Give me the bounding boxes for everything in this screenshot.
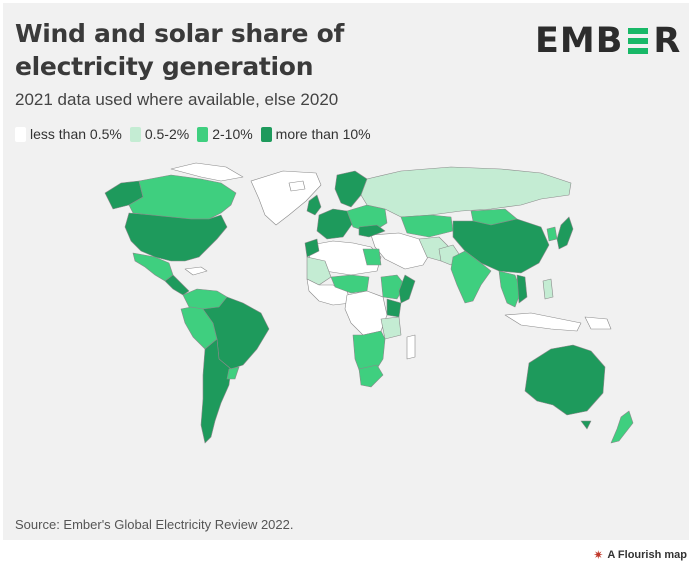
region-morocco[interactable] bbox=[304, 238, 320, 258]
legend-label: 0.5-2% bbox=[144, 126, 190, 142]
region-png[interactable] bbox=[584, 316, 612, 330]
flourish-logo-icon: ✷ bbox=[593, 548, 604, 562]
region-philippines[interactable] bbox=[542, 278, 554, 300]
legend-swatch bbox=[15, 126, 26, 142]
region-turkey[interactable] bbox=[358, 224, 386, 238]
region-iceland[interactable] bbox=[288, 180, 306, 192]
region-uk-ireland[interactable] bbox=[306, 194, 322, 216]
region-scandinavia[interactable] bbox=[334, 170, 368, 208]
region-tanzania-east[interactable] bbox=[380, 316, 402, 340]
region-new-zealand[interactable] bbox=[610, 410, 634, 444]
legend-item-gt-10[interactable]: more than 10% bbox=[260, 126, 371, 142]
world-map[interactable] bbox=[21, 153, 661, 453]
source-note: Source: Ember's Global Electricity Revie… bbox=[15, 517, 294, 532]
region-mauritania-mali[interactable] bbox=[306, 256, 332, 286]
region-western-europe[interactable] bbox=[316, 208, 354, 240]
region-central-africa[interactable] bbox=[344, 290, 388, 336]
legend-label: less than 0.5% bbox=[30, 126, 122, 142]
legend-swatch bbox=[260, 126, 272, 142]
region-greenland[interactable] bbox=[250, 170, 322, 226]
logo-e-bars-icon bbox=[628, 28, 649, 54]
region-usa[interactable] bbox=[124, 212, 228, 262]
legend-item-lt-0-5[interactable]: less than 0.5% bbox=[15, 126, 122, 142]
region-kenya[interactable] bbox=[386, 298, 402, 318]
region-argentina-chile[interactable] bbox=[200, 338, 232, 444]
logo-text-right: R bbox=[653, 21, 682, 61]
logo-text-left: EMB bbox=[535, 21, 624, 61]
region-india[interactable] bbox=[450, 250, 492, 304]
region-canada[interactable] bbox=[128, 174, 237, 220]
legend-swatch bbox=[197, 126, 209, 142]
region-madagascar[interactable] bbox=[406, 334, 416, 360]
region-egypt[interactable] bbox=[362, 248, 382, 266]
region-uruguay[interactable] bbox=[226, 366, 240, 380]
region-japan[interactable] bbox=[556, 216, 574, 250]
chart-card: Wind and solar share of electricity gene… bbox=[3, 3, 689, 540]
chart-subtitle: 2021 data used where available, else 202… bbox=[15, 90, 339, 109]
ember-logo[interactable]: EMB R bbox=[535, 21, 681, 61]
flourish-credit[interactable]: ✷ A Flourish map bbox=[593, 548, 687, 562]
legend-swatch bbox=[129, 126, 141, 142]
region-southern-africa[interactable] bbox=[352, 330, 386, 376]
legend: less than 0.5% 0.5-2% 2-10% more than 10… bbox=[15, 126, 373, 142]
region-vietnam[interactable] bbox=[516, 274, 528, 304]
region-kazakhstan[interactable] bbox=[400, 214, 454, 238]
region-tasmania[interactable] bbox=[580, 420, 592, 430]
region-somalia[interactable] bbox=[398, 274, 416, 304]
legend-label: 2-10% bbox=[212, 126, 253, 142]
chart-title: Wind and solar share of electricity gene… bbox=[15, 19, 345, 81]
region-russia[interactable] bbox=[360, 166, 572, 218]
flourish-credit-text: A Flourish map bbox=[607, 549, 687, 561]
region-korea[interactable] bbox=[546, 226, 558, 242]
region-australia[interactable] bbox=[524, 344, 606, 416]
legend-label: more than 10% bbox=[275, 126, 371, 142]
region-southeast-asia[interactable] bbox=[498, 270, 522, 308]
legend-item-0-5-2[interactable]: 0.5-2% bbox=[129, 126, 190, 142]
region-arctic-islands[interactable] bbox=[170, 162, 244, 182]
region-caribbean[interactable] bbox=[184, 266, 208, 276]
region-central-america[interactable] bbox=[164, 274, 190, 296]
region-south-africa[interactable] bbox=[358, 364, 384, 388]
region-indonesia[interactable] bbox=[504, 312, 582, 332]
legend-item-2-10[interactable]: 2-10% bbox=[197, 126, 253, 142]
